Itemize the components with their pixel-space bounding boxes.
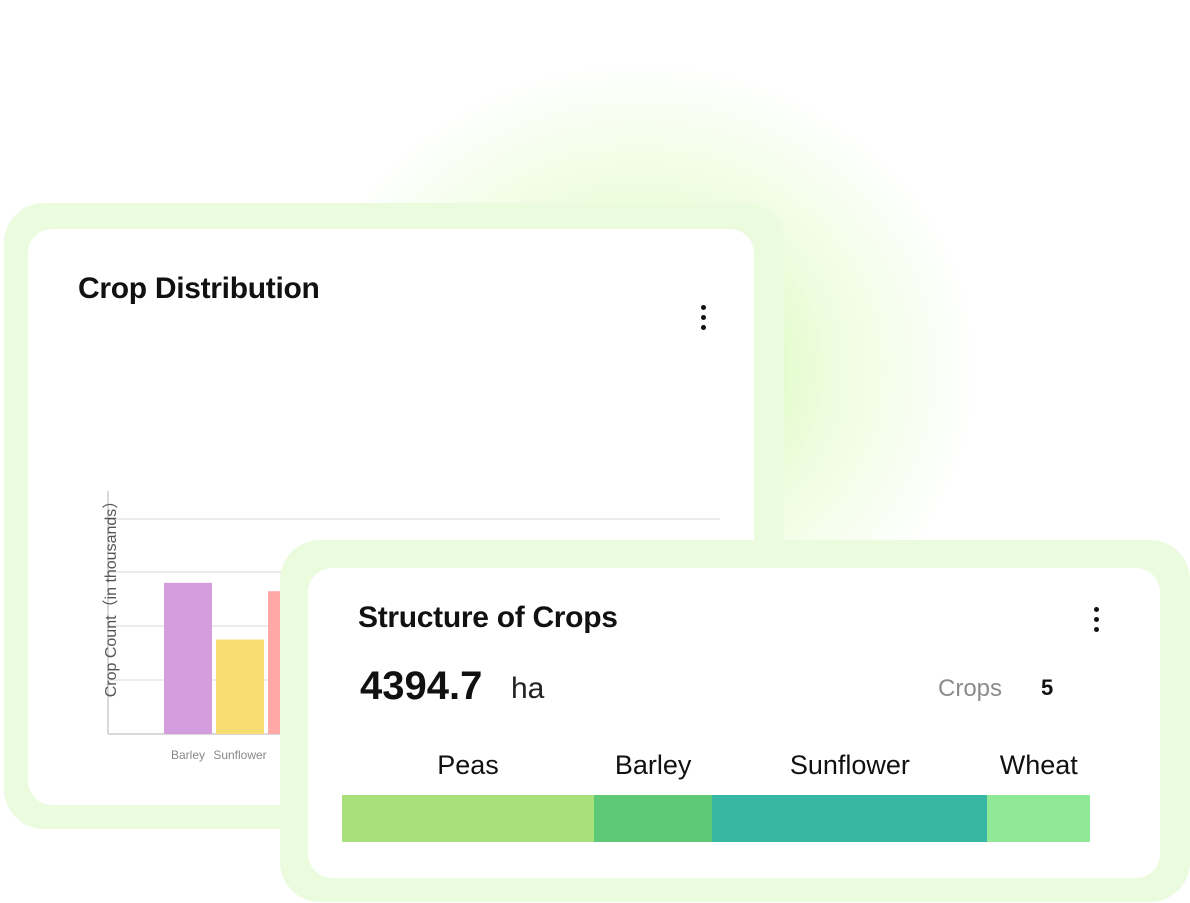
- segment-labels: Peas Barley Sunflower Wheat: [342, 750, 1090, 784]
- crop-distribution-title: Crop Distribution: [78, 272, 320, 305]
- segment-wheat[interactable]: [987, 795, 1090, 842]
- total-area-value: 4394.7: [360, 664, 483, 708]
- segment-barley[interactable]: [594, 795, 713, 842]
- kebab-dot-icon: [700, 304, 706, 310]
- bar-sunflower[interactable]: [216, 639, 264, 735]
- kebab-dot-icon: [700, 314, 706, 320]
- x-tick-label: Barley: [171, 748, 205, 762]
- total-area-unit: ha: [511, 672, 545, 705]
- y-axis-label: Crop Count（in thousands）: [103, 492, 120, 698]
- segment-label-barley: Barley: [614, 750, 692, 780]
- kebab-dot-icon: [700, 324, 706, 330]
- segment-peas[interactable]: [342, 795, 595, 842]
- crop-distribution-menu-button[interactable]: [693, 300, 713, 334]
- segment-label-sunflower: Sunflower: [789, 750, 910, 780]
- crops-count: 5: [1041, 675, 1054, 700]
- crops-label: Crops: [938, 675, 1003, 702]
- segment-label-peas: Peas: [437, 750, 499, 780]
- x-tick-label: Sunflower: [213, 748, 266, 762]
- structure-of-crops-card: Structure of Crops 4394.7 ha Crops 5 Pea…: [308, 568, 1160, 878]
- structure-menu-button[interactable]: [1086, 602, 1106, 636]
- structure-of-crops-title: Structure of Crops: [358, 601, 618, 634]
- kebab-dot-icon: [1093, 606, 1099, 612]
- bar-barley[interactable]: [164, 582, 212, 734]
- segment-label-wheat: Wheat: [999, 750, 1078, 780]
- segment-sunflower[interactable]: [712, 795, 988, 842]
- kebab-dot-icon: [1093, 616, 1099, 622]
- kebab-dot-icon: [1093, 626, 1099, 632]
- crop-structure-bar: [342, 795, 1090, 842]
